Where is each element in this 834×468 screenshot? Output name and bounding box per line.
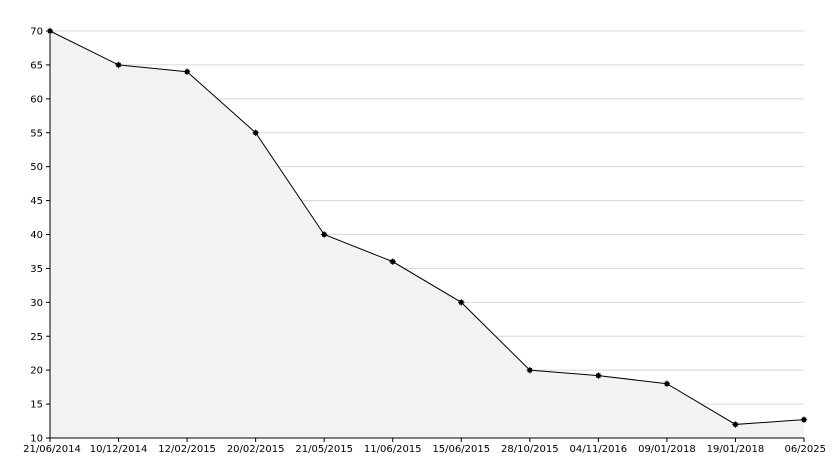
data-point bbox=[252, 129, 259, 136]
x-tick-label: 20/02/2015 bbox=[227, 444, 285, 455]
x-tick-label: 21/06/2014 bbox=[23, 444, 81, 455]
data-point bbox=[595, 372, 602, 379]
x-tick-label: 11/06/2015 bbox=[364, 444, 422, 455]
area-fill bbox=[50, 31, 804, 438]
data-point bbox=[183, 68, 191, 75]
x-axis-tick-labels: 21/06/2014 10/12/2014 12/02/2015 20/02/2015… bbox=[23, 444, 826, 455]
y-tick-label: 60 bbox=[30, 94, 43, 105]
y-tick-label: 70 bbox=[30, 27, 43, 38]
axes bbox=[46, 29, 805, 442]
x-tick-label: 10/12/2014 bbox=[90, 444, 148, 455]
y-tick-label: 45 bbox=[30, 196, 43, 207]
data-point bbox=[800, 416, 808, 423]
data-point bbox=[663, 380, 671, 387]
series-line bbox=[49, 30, 805, 425]
y-tick-label: 15 bbox=[30, 400, 43, 411]
y-tick-label: 35 bbox=[30, 264, 43, 275]
x-tick-label: 04/11/2016 bbox=[570, 444, 628, 455]
x-tick-label: 19/01/2018 bbox=[707, 444, 765, 455]
y-axis-tick-labels: 10 15 20 25 30 35 40 45 50 55 60 65 70 bbox=[30, 27, 43, 445]
data-markers bbox=[46, 27, 808, 428]
x-tick-label: 21/05/2015 bbox=[295, 444, 353, 455]
y-tick-label: 30 bbox=[30, 298, 43, 309]
y-tick-label: 25 bbox=[30, 332, 43, 343]
data-point bbox=[458, 299, 465, 306]
data-point bbox=[115, 61, 122, 69]
y-tick-label: 55 bbox=[30, 128, 43, 139]
data-point bbox=[732, 421, 739, 428]
y-tick-label: 20 bbox=[30, 366, 43, 377]
x-tick-label: 06/2025 bbox=[784, 444, 826, 455]
y-tick-label: 50 bbox=[30, 162, 43, 173]
x-tick-label: 09/01/2018 bbox=[638, 444, 696, 455]
data-point bbox=[320, 231, 328, 238]
x-tick-label: 12/02/2015 bbox=[158, 444, 216, 455]
y-tick-label: 40 bbox=[30, 230, 43, 241]
x-tick-label: 15/06/2015 bbox=[432, 444, 490, 455]
y-tick-label: 65 bbox=[30, 60, 43, 71]
data-point bbox=[46, 27, 54, 35]
data-point bbox=[389, 258, 396, 265]
y-tick-label: 10 bbox=[30, 434, 43, 445]
data-point bbox=[526, 366, 534, 374]
x-tick-label: 28/10/2015 bbox=[501, 444, 559, 455]
